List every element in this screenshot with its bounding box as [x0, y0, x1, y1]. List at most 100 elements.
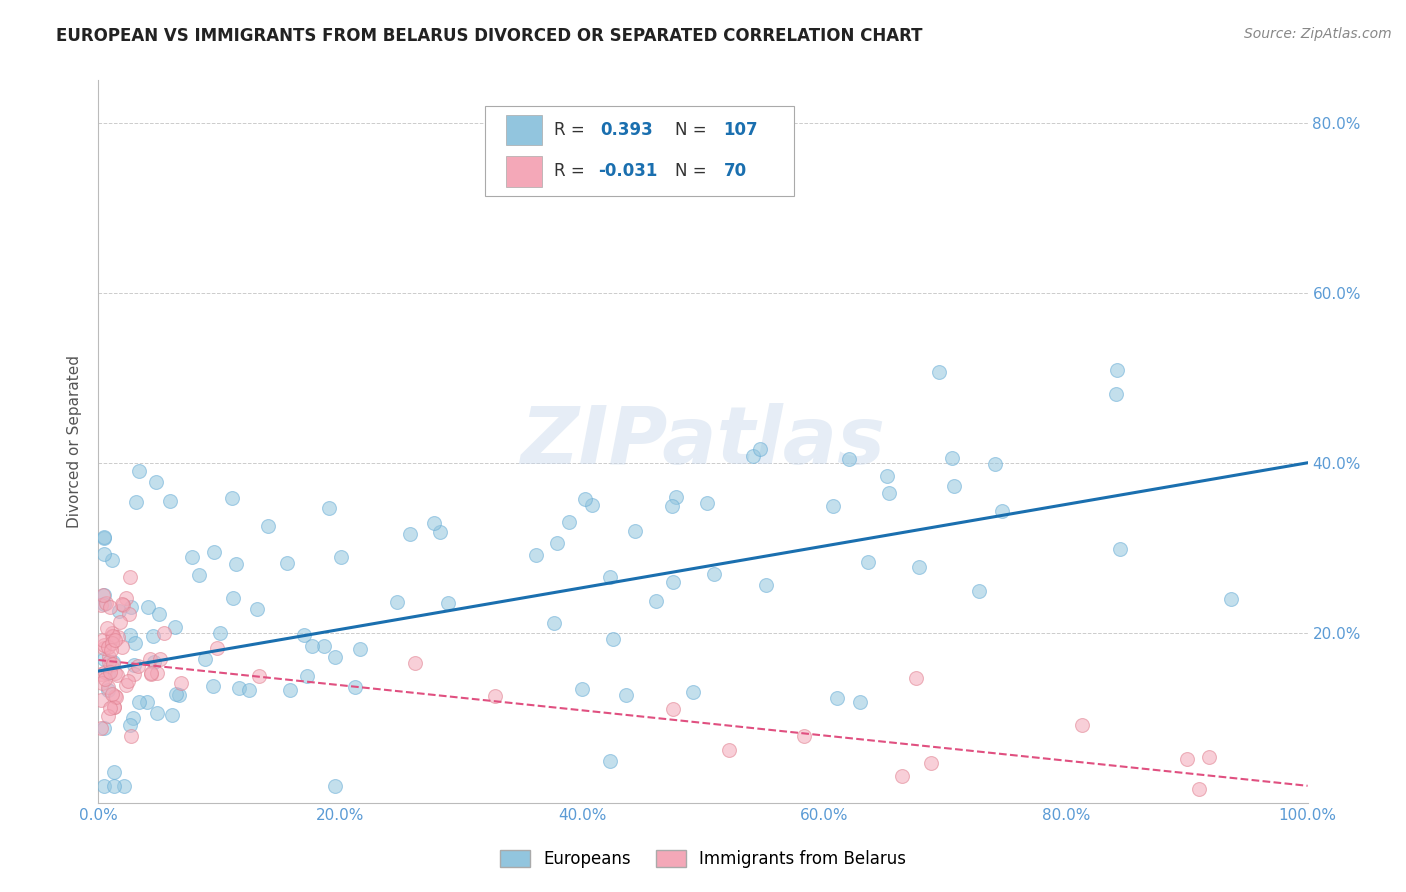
Point — [90, 693, 112, 707]
Point — [484, 690, 506, 704]
Point — [858, 556, 880, 570]
Point — [103, 633, 125, 648]
Point — [94, 665, 117, 680]
Point — [152, 625, 174, 640]
FancyBboxPatch shape — [506, 156, 543, 186]
Point — [543, 615, 565, 630]
Point — [93, 589, 115, 603]
Point — [117, 607, 139, 621]
Text: 0.393: 0.393 — [600, 121, 652, 139]
Point — [93, 652, 115, 666]
Point — [1175, 752, 1198, 766]
Point — [599, 570, 621, 584]
Point — [247, 669, 270, 683]
Point — [101, 629, 124, 643]
Point — [907, 559, 929, 574]
Point — [682, 685, 704, 699]
Point — [98, 599, 121, 614]
Point — [97, 655, 120, 669]
Point — [983, 458, 1005, 472]
Point — [1071, 718, 1094, 732]
Point — [943, 479, 966, 493]
Point — [93, 638, 115, 652]
Point — [614, 689, 637, 703]
Point — [221, 491, 243, 505]
Point — [98, 665, 121, 680]
Point — [205, 640, 228, 655]
Point — [165, 687, 187, 701]
Point — [93, 779, 115, 793]
Point — [228, 681, 250, 696]
Point — [100, 658, 122, 673]
Point — [827, 690, 849, 705]
Point — [292, 627, 315, 641]
Point — [1188, 782, 1211, 797]
Point — [167, 688, 190, 702]
Point — [891, 769, 914, 783]
Point — [318, 500, 340, 515]
Point — [385, 595, 408, 609]
Point — [312, 639, 335, 653]
Point — [125, 495, 148, 509]
Point — [97, 640, 120, 654]
Point — [111, 640, 134, 655]
Point — [90, 599, 112, 613]
Point — [718, 743, 741, 757]
Point — [93, 640, 115, 655]
Text: -0.031: -0.031 — [598, 162, 657, 180]
Point — [93, 598, 115, 612]
Point — [703, 567, 725, 582]
Point — [136, 695, 159, 709]
Point — [323, 779, 346, 793]
Point — [120, 570, 142, 584]
Point — [967, 584, 990, 599]
Point — [821, 499, 844, 513]
Point — [101, 636, 124, 650]
Point — [662, 702, 685, 716]
Point — [429, 524, 451, 539]
Text: EUROPEAN VS IMMIGRANTS FROM BELARUS DIVORCED OR SEPARATED CORRELATION CHART: EUROPEAN VS IMMIGRANTS FROM BELARUS DIVO… — [56, 27, 922, 45]
Text: 107: 107 — [724, 121, 758, 139]
Point — [905, 671, 928, 685]
Point — [404, 656, 426, 670]
Point — [104, 689, 127, 703]
Point — [1105, 363, 1128, 377]
Point — [120, 718, 142, 732]
Point — [165, 620, 187, 634]
Point — [117, 673, 139, 688]
Point — [181, 549, 204, 564]
Point — [148, 607, 170, 621]
Point — [661, 499, 683, 513]
Point — [574, 492, 596, 507]
Point — [170, 676, 193, 690]
Point — [124, 635, 146, 649]
Point — [599, 754, 621, 768]
Point — [114, 779, 136, 793]
Point — [97, 709, 120, 723]
Point — [100, 642, 122, 657]
Point — [139, 666, 162, 681]
Point — [741, 449, 763, 463]
Point — [139, 652, 162, 666]
Point — [94, 596, 117, 610]
Point — [90, 676, 112, 690]
Point — [93, 632, 115, 647]
Text: R =: R = — [554, 121, 591, 139]
Point — [136, 600, 159, 615]
Point — [1104, 386, 1126, 401]
Point — [115, 678, 138, 692]
Point — [602, 632, 624, 647]
Point — [991, 504, 1014, 518]
Point — [103, 656, 125, 670]
Point — [793, 729, 815, 743]
Point — [920, 756, 942, 770]
Point — [849, 696, 872, 710]
Point — [301, 639, 323, 653]
Point — [100, 626, 122, 640]
Point — [145, 666, 167, 681]
Point — [112, 599, 135, 613]
Point — [93, 721, 115, 735]
Point — [97, 680, 120, 694]
Point — [128, 695, 150, 709]
Point — [107, 604, 129, 618]
